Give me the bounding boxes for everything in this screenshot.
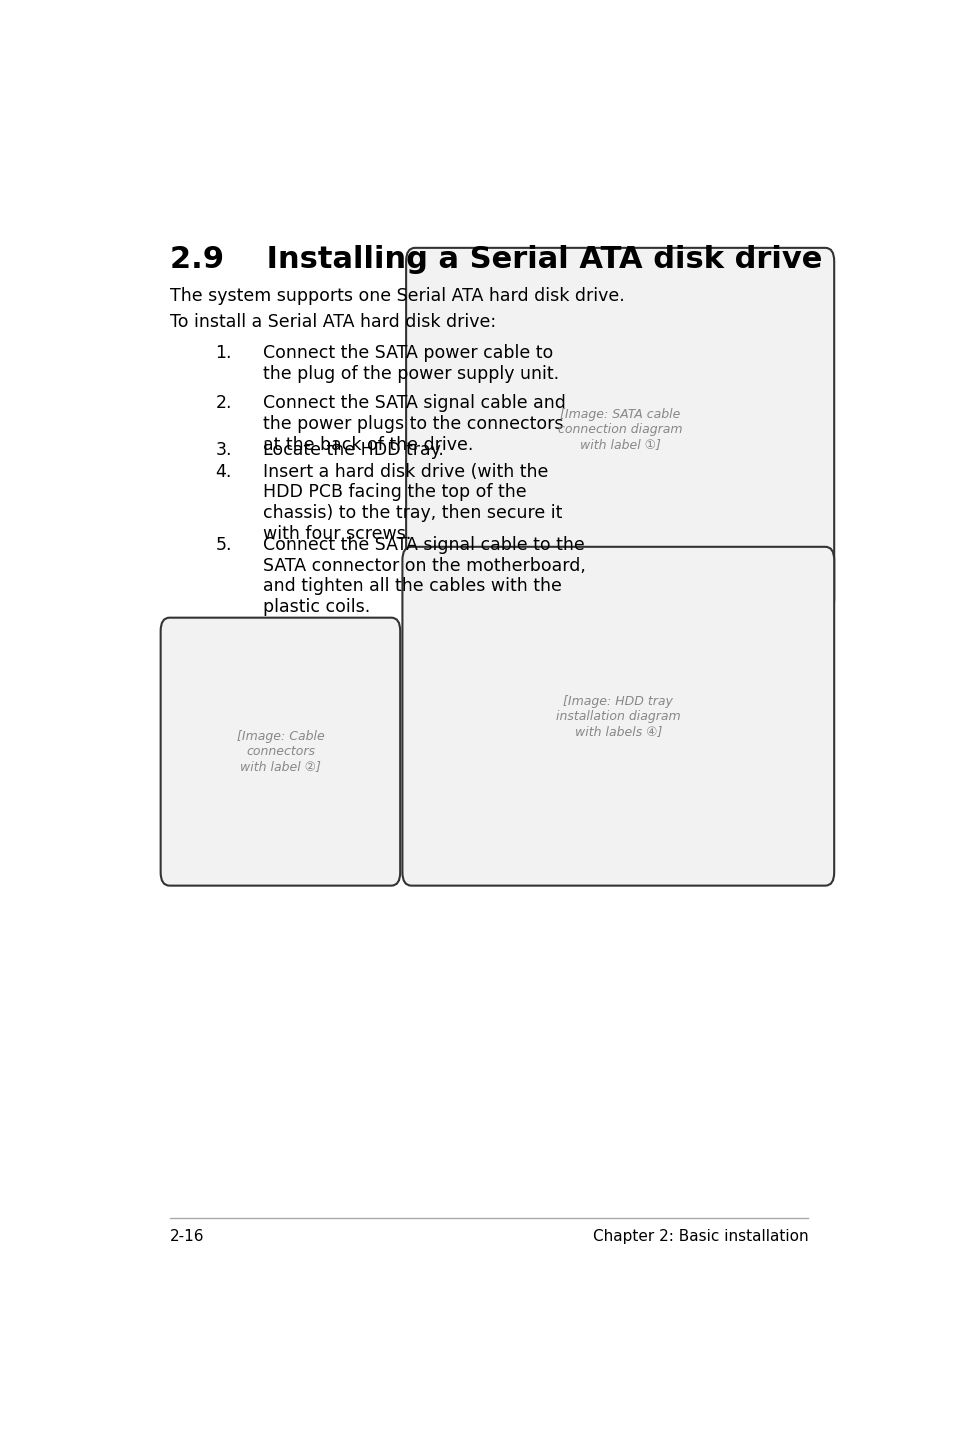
Text: 1.: 1.: [215, 344, 232, 362]
Text: Connect the SATA signal cable to the
SATA connector on the motherboard,
and tigh: Connect the SATA signal cable to the SAT…: [263, 536, 586, 615]
Text: 3.: 3.: [215, 440, 232, 459]
Text: Chapter 2: Basic installation: Chapter 2: Basic installation: [592, 1229, 807, 1244]
Text: The system supports one Serial ATA hard disk drive.: The system supports one Serial ATA hard …: [170, 286, 623, 305]
Text: 5.: 5.: [215, 536, 232, 554]
Text: Locate the HDD tray.: Locate the HDD tray.: [263, 440, 444, 459]
Text: [Image: HDD tray
installation diagram
with labels ④]: [Image: HDD tray installation diagram wi…: [556, 695, 679, 738]
Text: 4.: 4.: [215, 463, 232, 480]
Text: 2-16: 2-16: [170, 1229, 204, 1244]
Text: [Image: Cable
connectors
with label ②]: [Image: Cable connectors with label ②]: [236, 731, 324, 774]
FancyBboxPatch shape: [406, 247, 833, 613]
FancyBboxPatch shape: [402, 546, 833, 886]
Text: 2.9    Installing a Serial ATA disk drive: 2.9 Installing a Serial ATA disk drive: [170, 244, 821, 273]
Text: Connect the SATA power cable to
the plug of the power supply unit.: Connect the SATA power cable to the plug…: [263, 344, 559, 383]
Text: Insert a hard disk drive (with the
HDD PCB facing the top of the
chassis) to the: Insert a hard disk drive (with the HDD P…: [263, 463, 562, 544]
FancyBboxPatch shape: [160, 618, 400, 886]
Text: 2.: 2.: [215, 394, 232, 413]
Text: Connect the SATA signal cable and
the power plugs to the connectors
at the back : Connect the SATA signal cable and the po…: [263, 394, 566, 453]
Text: [Image: SATA cable
connection diagram
with label ①]: [Image: SATA cable connection diagram wi…: [558, 408, 681, 452]
Text: To install a Serial ATA hard disk drive:: To install a Serial ATA hard disk drive:: [170, 313, 496, 331]
